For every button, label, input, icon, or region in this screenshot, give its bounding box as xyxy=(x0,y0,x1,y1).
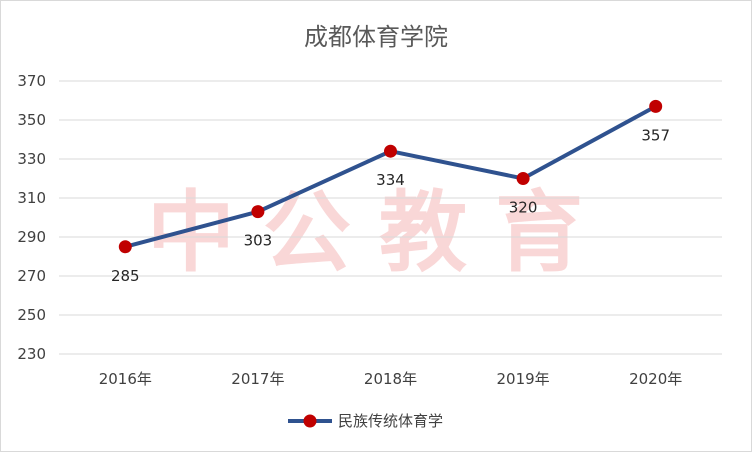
chart-title: 成都体育学院 xyxy=(304,23,448,51)
x-tick-label-3: 2019年 xyxy=(497,370,550,388)
data-label-1: 303 xyxy=(244,232,273,250)
y-axis-tick-labels: 230 250 270 290 310 330 350 370 xyxy=(17,72,46,363)
data-point-4 xyxy=(649,99,663,113)
legend-label: 民族传统体育学 xyxy=(338,412,443,430)
data-labels: 285 303 334 320 357 xyxy=(111,126,670,284)
data-label-0: 285 xyxy=(111,267,140,285)
legend: 民族传统体育学 xyxy=(288,412,443,430)
x-axis-tick-labels: 2016年 2017年 2018年 2019年 2020年 xyxy=(99,370,683,388)
watermark-text: 中公教育 xyxy=(147,181,611,284)
y-tick-label-6: 350 xyxy=(17,111,46,129)
data-label-2: 334 xyxy=(376,171,405,189)
y-tick-label-3: 290 xyxy=(17,228,46,246)
y-tick-label-2: 270 xyxy=(17,267,46,285)
data-point-1 xyxy=(251,205,265,219)
x-tick-label-1: 2017年 xyxy=(231,370,284,388)
data-point-3 xyxy=(516,172,530,185)
x-tick-label-2: 2018年 xyxy=(364,370,417,388)
y-tick-label-7: 370 xyxy=(17,72,46,90)
series-layer xyxy=(118,99,663,254)
y-tick-label-4: 310 xyxy=(17,189,46,207)
x-tick-label-4: 2020年 xyxy=(629,370,682,388)
legend-marker-swatch xyxy=(303,414,317,428)
y-tick-label-0: 230 xyxy=(17,345,46,363)
y-tick-label-1: 250 xyxy=(17,306,46,324)
y-tick-label-5: 330 xyxy=(17,150,46,168)
data-label-4: 357 xyxy=(641,126,670,144)
data-label-3: 320 xyxy=(509,199,538,217)
data-point-2 xyxy=(384,144,397,158)
data-point-0 xyxy=(118,240,132,254)
x-tick-label-0: 2016年 xyxy=(99,370,152,388)
